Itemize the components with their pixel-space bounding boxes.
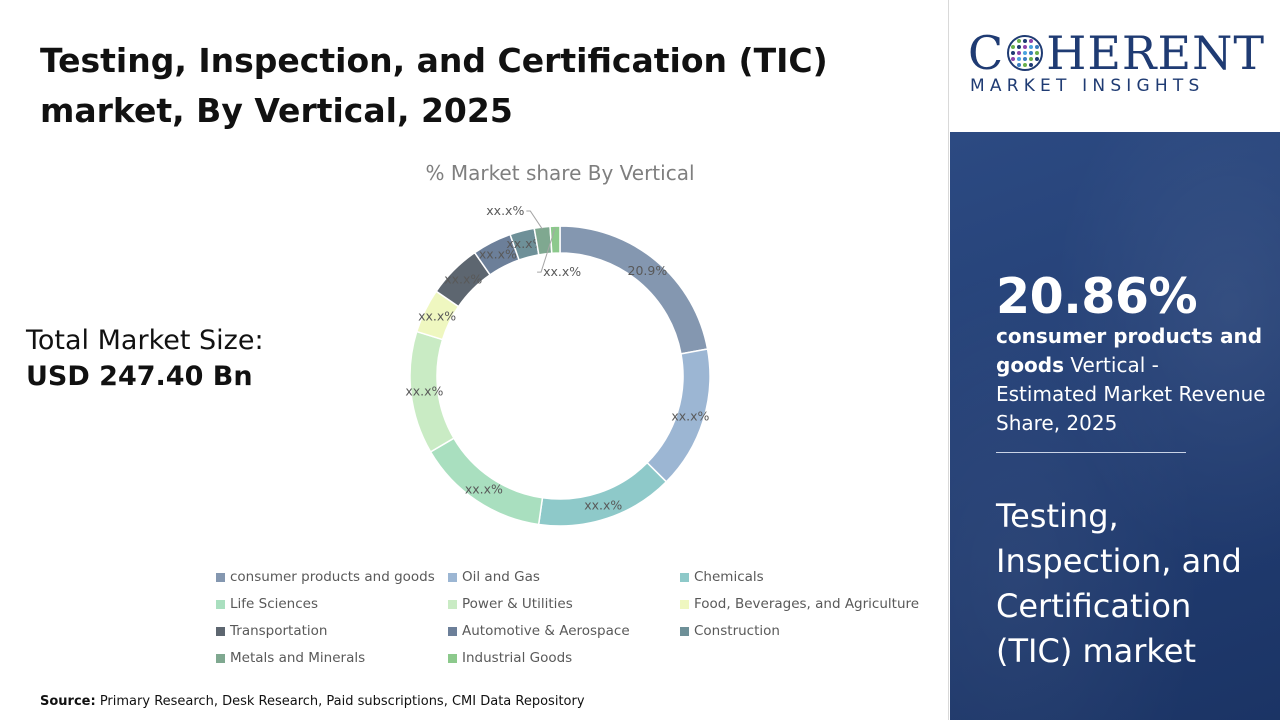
highlight-description: consumer products and goods Vertical - E… [996,322,1266,438]
legend-swatch [680,599,689,609]
legend-label: Metals and Minerals [230,650,366,666]
data-label: xx.x% [444,272,482,287]
legend-swatch [448,653,457,663]
chart-legend: consumer products and goods Oil and Gas Ch… [216,568,936,667]
legend-item: Construction [680,622,936,640]
legend-label: Construction [694,623,780,639]
data-label: xx.x% [506,236,544,251]
legend-label: Power & Utilities [462,596,573,612]
data-label: xx.x% [405,384,443,399]
legend-item: Industrial Goods [448,649,680,667]
legend-item: Metals and Minerals [216,649,448,667]
data-label: xx.x% [671,408,709,423]
legend-item: Transportation [216,622,448,640]
page-title: Testing, Inspection, and Certification (… [40,41,828,130]
legend-label: consumer products and goods [230,569,435,585]
source-text: Primary Research, Desk Research, Paid su… [95,694,585,709]
legend-item: Chemicals [680,568,936,586]
legend-label: Industrial Goods [462,650,573,666]
legend-swatch [680,626,689,636]
highlight-description-rest: Vertical - Estimated Market Revenue Shar… [996,353,1266,435]
legend-swatch [216,626,225,636]
legend-item: Oil and Gas [448,568,680,586]
market-size-label: Total Market Size: [26,325,264,356]
legend-item: Automotive & Aerospace [448,622,680,640]
highlight-market-title: Testing, Inspection, and Certification (… [996,497,1242,670]
panel-divider [948,0,949,720]
data-label: xx.x% [584,497,622,512]
market-size-value: USD 247.40 Bn [26,361,253,392]
logo-letters-herent: HERENT [1046,26,1266,80]
legend-label: Chemicals [694,569,764,585]
legend-item: Food, Beverages, and Agriculture [680,595,936,613]
source-note: Source: Primary Research, Desk Research,… [40,694,585,709]
leader-line [526,210,543,230]
highlight-vertical: consumer products and goods [996,324,1263,377]
data-label: xx.x% [543,264,581,279]
data-label: xx.x% [479,246,517,261]
logo-letter-c: C [968,26,1005,80]
legend-swatch [448,626,457,636]
donut-slice-chemicals [537,461,668,527]
legend-swatch [680,572,689,582]
donut-chart: % Market share By Vertical20.9%xx.x%xx.x… [405,161,711,527]
legend-swatch [216,599,225,609]
legend-label: Oil and Gas [462,569,540,585]
donut-slice-industrial-goods [549,225,561,255]
legend-label: Transportation [230,623,328,639]
source-label: Source: [40,694,96,709]
logo-subtitle: MARKET INSIGHTS [970,76,1205,96]
company-logo: C HERENT MARKET INSIGHTS [968,28,1268,108]
legend-swatch [216,653,225,663]
legend-swatch [448,572,457,582]
highlight-divider [996,452,1186,453]
logo-globe-icon [1007,35,1044,71]
chart-title: % Market share By Vertical [425,161,694,185]
leader-line [537,227,556,273]
panel-background-map [950,132,1280,720]
donut-slice-consumer-products-and-goods [559,225,709,355]
logo-wordmark: C HERENT [968,28,1268,78]
legend-label: Automotive & Aerospace [462,623,630,639]
legend-label: Life Sciences [230,596,318,612]
data-label: xx.x% [486,203,524,218]
legend-swatch [216,572,225,582]
legend-item: Life Sciences [216,595,448,613]
legend-item: Power & Utilities [448,595,680,613]
data-label: xx.x% [418,309,456,324]
data-label: 20.9% [628,263,668,278]
highlight-panel: 20.86% consumer products and goods Verti… [950,132,1280,720]
legend-label: Food, Beverages, and Agriculture [694,596,920,612]
data-label: xx.x% [465,481,503,496]
legend-item: consumer products and goods [216,568,448,586]
market-size-block: Total Market Size: USD 247.40 Bn [26,324,264,396]
highlight-stat: 20.86% [996,268,1198,325]
legend-swatch [448,599,457,609]
